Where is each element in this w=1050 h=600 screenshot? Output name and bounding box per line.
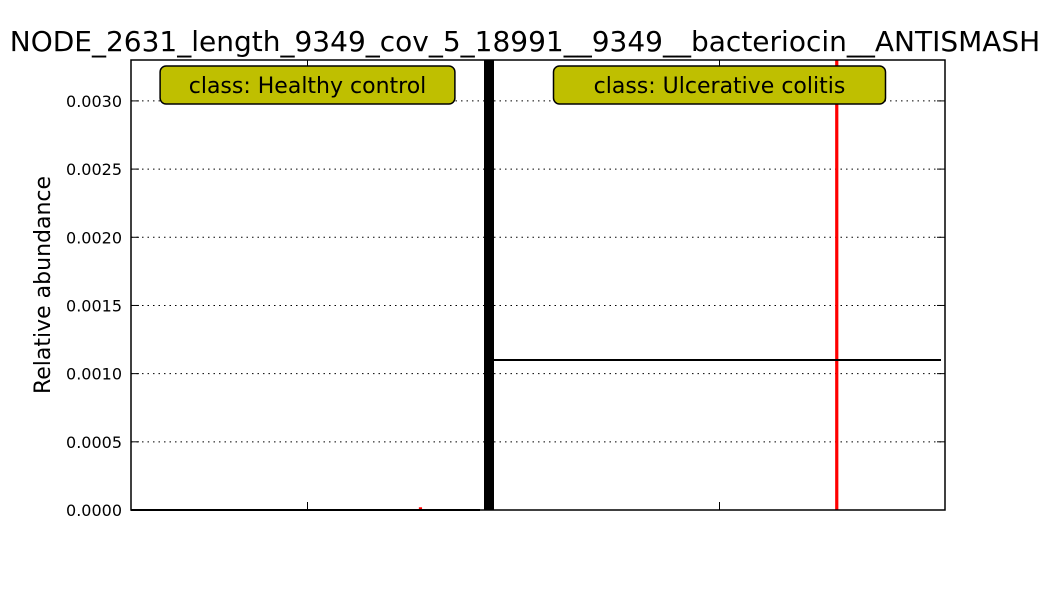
ticks-layer: 0.0000 0.0005 0.0010 0.0015 0.0020 0.0025 0.00… — [66, 60, 945, 520]
y-tick-label: 0.0020 — [66, 228, 122, 247]
means-layer — [131, 359, 941, 511]
y-tick-label: 0.0005 — [66, 433, 122, 452]
bars-layer — [418, 60, 839, 510]
y-axis-label: Relative abundance — [31, 176, 56, 394]
class-label-text: class: Ulcerative colitis — [594, 74, 846, 99]
y-tick-label: 0.0015 — [66, 296, 122, 315]
grid-layer — [131, 100, 945, 511]
plot-frame — [130, 59, 946, 511]
class-separator — [484, 60, 494, 510]
class-label: class: Healthy control — [159, 65, 456, 105]
y-tick-label: 0.0000 — [66, 501, 122, 520]
y-tick-label: 0.0025 — [66, 160, 122, 179]
sample-bar — [835, 60, 839, 510]
sample-bar — [418, 507, 423, 510]
y-tick-label: 0.0030 — [66, 92, 122, 111]
class-label-text: class: Healthy control — [189, 74, 427, 99]
y-tick-label: 0.0010 — [66, 365, 122, 384]
class-label: class: Ulcerative colitis — [552, 65, 887, 105]
chart-title: NODE_2631_length_9349_cov_5_18991__9349_… — [10, 25, 1041, 58]
separator-layer — [484, 60, 494, 510]
class-label-box — [552, 65, 887, 105]
class-label-box — [159, 65, 456, 105]
class-labels-layer: class: Healthy control class: Ulcerative … — [159, 65, 887, 105]
